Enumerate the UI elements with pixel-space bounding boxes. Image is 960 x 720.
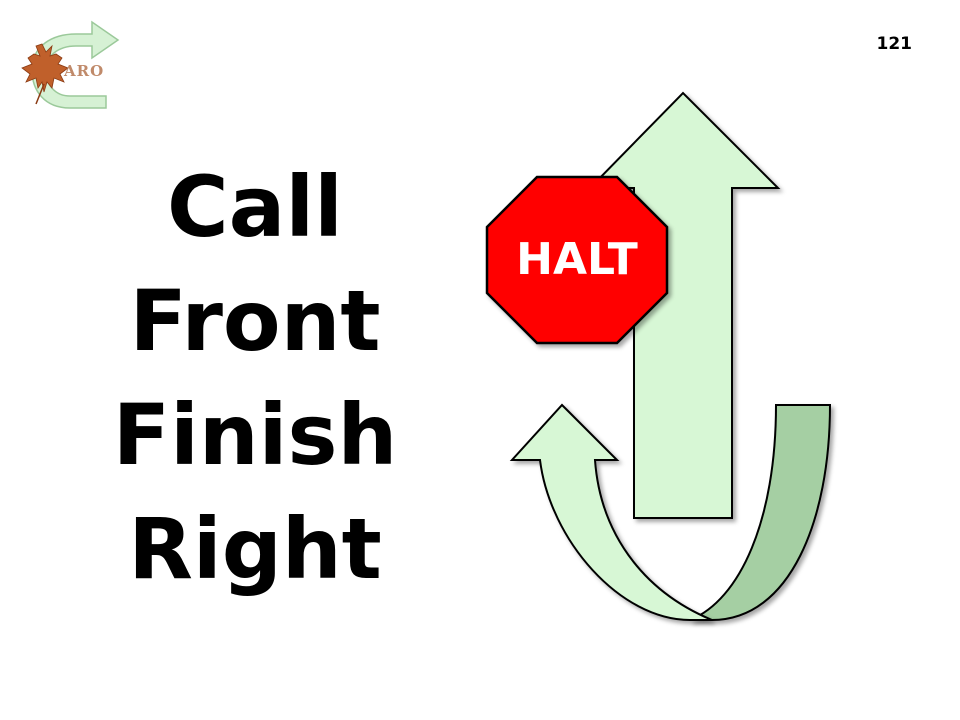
aro-logo: ARO: [21, 20, 120, 109]
page-number: 121: [876, 34, 913, 54]
stop-sign-icon: [485, 175, 669, 345]
u-turn-arrow-front-icon: [509, 403, 713, 621]
logo-text: ARO: [63, 62, 104, 80]
headline: Call Front Finish Right: [80, 150, 430, 606]
headline-line-call: Call: [167, 158, 343, 256]
halt-arrows-graphic: HALT: [485, 91, 832, 621]
headline-line-finish: Finish: [112, 386, 398, 484]
headline-line-front: Front: [129, 272, 381, 370]
maple-leaf-icon: [21, 43, 69, 105]
stop-sign-label: HALT: [516, 234, 638, 285]
headline-line-right: Right: [128, 500, 382, 598]
